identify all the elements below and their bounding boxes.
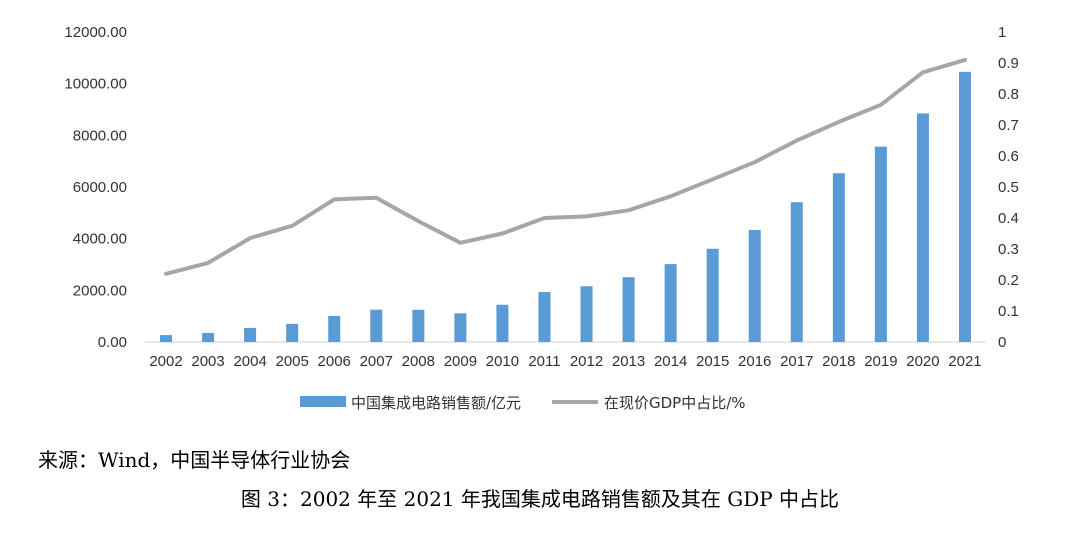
- x-tick-label: 2019: [864, 353, 897, 370]
- right-tick-label: 0.8: [998, 86, 1019, 103]
- left-tick-label: 4000.00: [73, 231, 127, 248]
- combo-chart: 0.00 2000.00 4000.00 6000.00 8000.00 10000.00…: [64, 24, 1019, 412]
- right-tick-label: 0.4: [998, 210, 1019, 227]
- x-tick-label: 2005: [275, 353, 308, 370]
- bar: [832, 173, 845, 342]
- bar: [412, 309, 425, 342]
- bar: [370, 309, 383, 342]
- right-tick-label: 0.6: [998, 148, 1019, 165]
- x-tick-label: 2017: [780, 353, 813, 370]
- bar: [664, 264, 677, 342]
- x-tick-label: 2002: [149, 353, 182, 370]
- bar: [202, 332, 215, 342]
- bar: [580, 286, 593, 342]
- bar: [538, 292, 551, 342]
- left-tick-label: 12000.00: [64, 24, 127, 41]
- bar: [790, 202, 803, 342]
- right-tick-label: 0.7: [998, 117, 1019, 134]
- right-tick-label: 0.2: [998, 272, 1019, 289]
- x-axis: 2002 2003 2004 2005 2006 2007 2008 2009 2010 2011…: [149, 353, 981, 370]
- bar: [244, 327, 257, 342]
- left-tick-label: 0.00: [98, 334, 127, 351]
- bar: [286, 323, 299, 342]
- right-tick-label: 0.5: [998, 179, 1019, 196]
- bar: [496, 304, 509, 342]
- right-tick-label: 0: [998, 334, 1006, 351]
- left-tick-label: 8000.00: [73, 127, 127, 144]
- x-tick-label: 2009: [444, 353, 477, 370]
- x-tick-label: 2004: [233, 353, 266, 370]
- x-tick-label: 2013: [612, 353, 645, 370]
- left-tick-label: 6000.00: [73, 179, 127, 196]
- line-series: [164, 57, 967, 276]
- bar: [622, 277, 635, 342]
- x-tick-label: 2008: [402, 353, 435, 370]
- x-tick-label: 2011: [528, 353, 560, 370]
- x-tick-label: 2018: [822, 353, 855, 370]
- bar: [454, 313, 467, 342]
- right-tick-label: 1: [998, 24, 1006, 41]
- x-tick-label: 2016: [738, 353, 771, 370]
- bar: [748, 229, 761, 342]
- x-tick-label: 2021: [948, 353, 981, 370]
- left-tick-label: 2000.00: [73, 282, 127, 299]
- bar: [874, 146, 887, 342]
- source-note: 来源：Wind，中国半导体行业协会: [38, 448, 351, 472]
- right-axis: 0 0.1 0.2 0.3 0.4 0.5 0.6 0.7 0.8 0.9 1: [998, 24, 1019, 351]
- x-tick-label: 2015: [696, 353, 729, 370]
- legend: 中国集成电路销售额/亿元 在现价GDP中占比/%: [300, 394, 746, 412]
- bar-series: [160, 71, 971, 343]
- x-tick-label: 2014: [654, 353, 687, 370]
- right-tick-label: 0.1: [998, 303, 1019, 320]
- bar: [958, 71, 971, 343]
- bar: [328, 316, 341, 342]
- x-tick-label: 2012: [570, 353, 603, 370]
- bar: [916, 113, 929, 342]
- right-tick-label: 0.3: [998, 241, 1019, 258]
- bar: [160, 335, 173, 342]
- x-tick-label: 2010: [486, 353, 519, 370]
- legend-line-label: 在现价GDP中占比/%: [604, 394, 746, 412]
- bar: [706, 248, 719, 342]
- x-tick-label: 2007: [360, 353, 393, 370]
- x-tick-label: 2003: [191, 353, 224, 370]
- x-tick-label: 2020: [906, 353, 939, 370]
- share-line: [164, 57, 967, 276]
- left-tick-label: 10000.00: [64, 76, 127, 93]
- legend-bar-label: 中国集成电路销售额/亿元: [351, 394, 521, 412]
- legend-bar-swatch: [300, 396, 346, 407]
- left-axis: 0.00 2000.00 4000.00 6000.00 8000.00 10000.00…: [64, 24, 127, 351]
- x-tick-label: 2006: [318, 353, 351, 370]
- right-tick-label: 0.9: [998, 55, 1019, 72]
- figure-caption: 图 3：2002 年至 2021 年我国集成电路销售额及其在 GDP 中占比: [240, 487, 840, 511]
